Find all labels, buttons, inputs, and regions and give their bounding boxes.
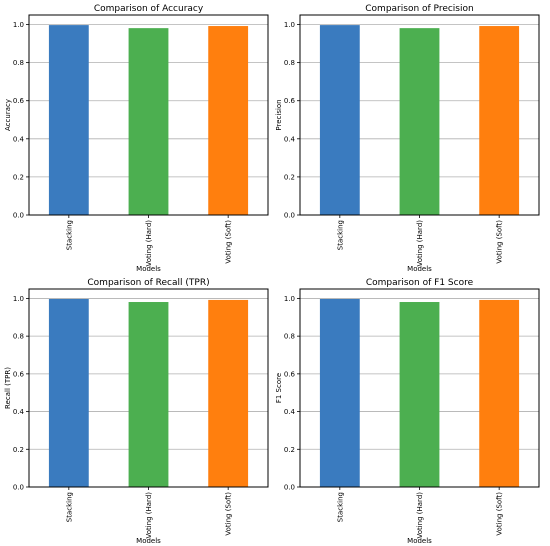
y-tick-label: 1.0 [13, 21, 24, 29]
x-tick-label: Voting (Hard) [145, 492, 153, 539]
bar-stacking [48, 25, 89, 215]
y-tick-label: 0.6 [284, 97, 296, 105]
bar-voting-hard [399, 302, 440, 487]
chart-title: Comparison of Precision [365, 4, 473, 14]
y-tick-label: 1.0 [284, 21, 295, 29]
y-tick-label: 0.0 [284, 212, 295, 220]
y-tick-label: 0.2 [13, 173, 24, 181]
x-axis-label: Models [136, 265, 161, 273]
y-tick-label: 0.0 [13, 212, 24, 220]
bar-stacking [319, 25, 360, 215]
axes-frame [299, 288, 540, 488]
subplot-3: 0.0 0.2 0.4 0.6 0.8 1.0 Stacking Voting (Hard) V… [4, 278, 269, 545]
subplot-4: 0.0 0.2 0.4 0.6 0.8 1.0 Stacking Voting (Hard) V… [275, 278, 540, 545]
y-tick-label: 0.4 [13, 408, 25, 416]
y-tick-label: 0.4 [284, 408, 296, 416]
y-axis-label: Precision [275, 99, 283, 130]
axes-frame [28, 14, 269, 216]
y-axis-label: Recall (TPR) [4, 367, 12, 409]
x-tick-label: Voting (Hard) [416, 220, 424, 267]
y-tick-label: 0.8 [284, 59, 295, 67]
x-tick-label: Voting (Hard) [145, 220, 153, 267]
x-tick-label: Voting (Soft) [225, 220, 233, 264]
chart-title: Comparison of Accuracy [94, 4, 204, 14]
y-tick-label: 1.0 [13, 295, 24, 303]
axes-frame [28, 288, 269, 488]
y-tick-label: 0.8 [13, 333, 24, 341]
bar-voting-hard [128, 28, 169, 216]
y-axis-label: F1 Score [275, 373, 283, 403]
y-tick-label: 0.2 [13, 446, 24, 454]
bar-voting-soft [208, 26, 249, 215]
bar-voting-soft [208, 299, 249, 487]
y-tick-label: 0.4 [284, 135, 296, 143]
bar-stacking [319, 298, 360, 487]
y-tick-label: 0.4 [13, 135, 25, 143]
x-tick-label: Stacking [336, 220, 344, 250]
bar-voting-hard [128, 302, 169, 487]
y-tick-label: 0.0 [284, 484, 295, 492]
x-tick-label: Stacking [336, 492, 344, 522]
x-tick-label: Voting (Hard) [416, 492, 424, 539]
chart-title: Comparison of F1 Score [366, 278, 474, 288]
bar-voting-hard [399, 28, 440, 216]
y-tick-label: 0.6 [13, 97, 25, 105]
y-tick-label: 0.8 [13, 59, 24, 67]
y-tick-label: 0.6 [13, 370, 25, 378]
x-tick-label: Stacking [65, 220, 73, 250]
y-tick-label: 0.6 [284, 370, 296, 378]
subplot-2: 0.0 0.2 0.4 0.6 0.8 1.0 Stacking Voting (Hard) V… [275, 4, 540, 273]
x-tick-label: Voting (Soft) [496, 220, 504, 264]
y-axis-label: Accuracy [4, 99, 12, 131]
x-tick-label: Voting (Soft) [225, 492, 233, 536]
x-axis-label: Models [407, 537, 432, 545]
x-axis-label: Models [407, 265, 432, 273]
x-tick-label: Stacking [65, 492, 73, 522]
x-axis-label: Models [136, 537, 161, 545]
y-tick-label: 1.0 [284, 295, 295, 303]
y-tick-label: 0.2 [284, 446, 295, 454]
y-tick-label: 0.8 [284, 333, 295, 341]
subplot-1: 0.0 0.2 0.4 0.6 0.8 1.0 Stacking Voting (Hard) V… [4, 4, 269, 273]
x-tick-label: Voting (Soft) [496, 492, 504, 536]
chart-title: Comparison of Recall (TPR) [87, 278, 209, 288]
bar-stacking [48, 298, 89, 487]
y-tick-label: 0.0 [13, 484, 24, 492]
y-tick-label: 0.2 [284, 173, 295, 181]
bar-voting-soft [479, 26, 520, 215]
axes-frame [299, 14, 540, 216]
bar-voting-soft [479, 299, 520, 487]
